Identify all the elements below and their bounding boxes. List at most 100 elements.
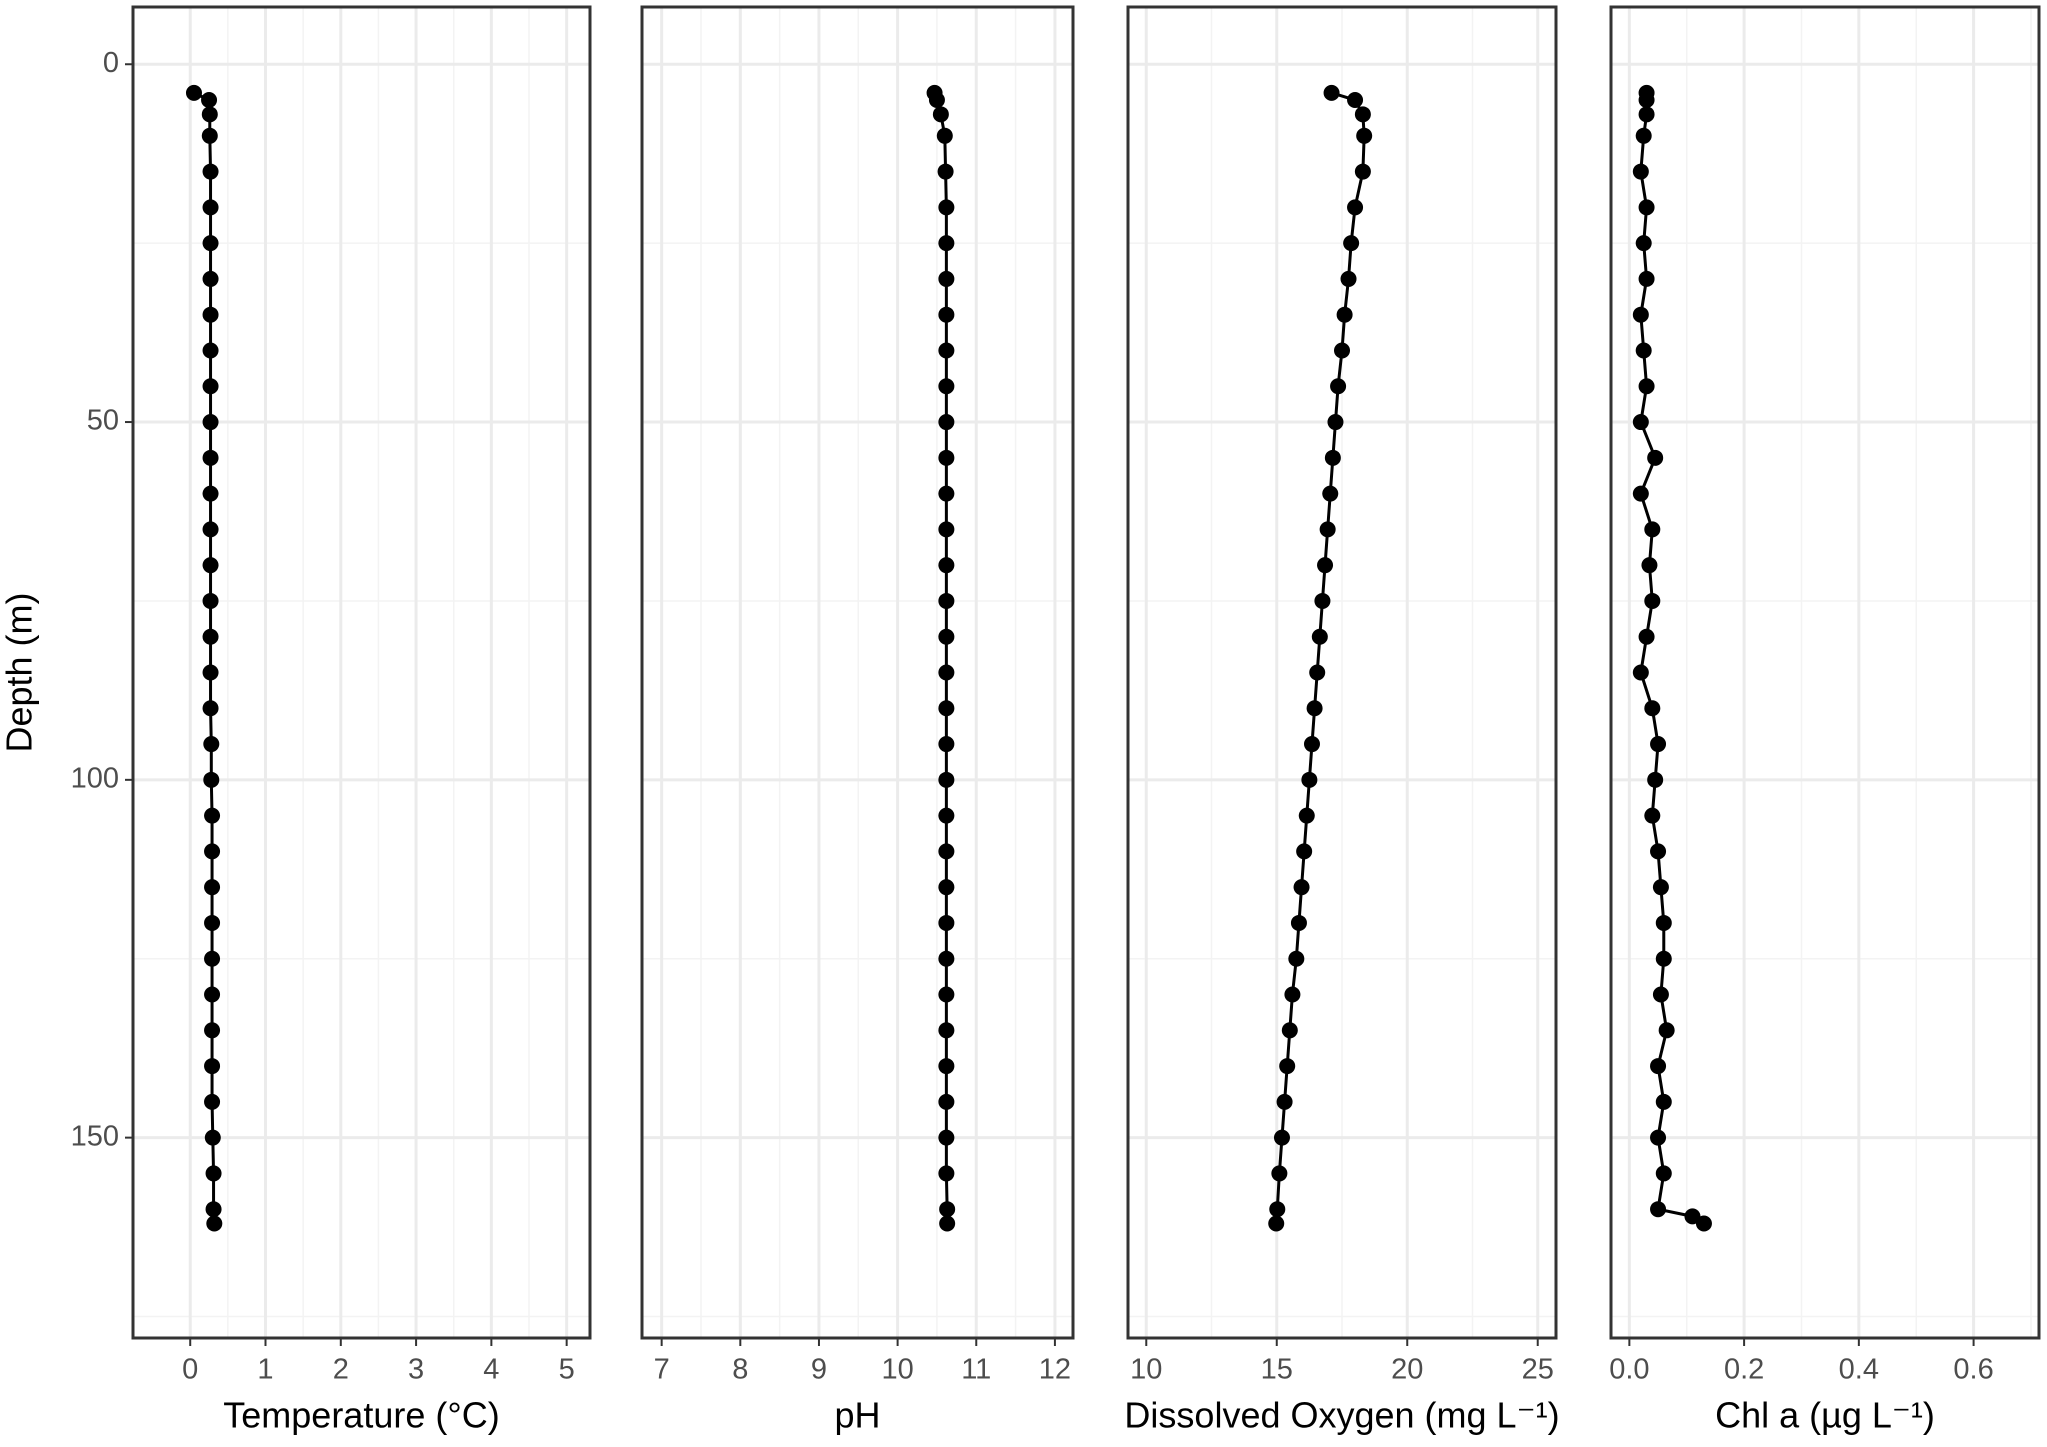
data-point [938,807,955,824]
data-point [204,1058,221,1075]
data-point [1632,306,1649,323]
data-point [1290,914,1307,931]
data-point [938,342,955,359]
data-point [1284,986,1301,1003]
data-point [1632,485,1649,502]
data-point [1658,1022,1675,1039]
data-point [938,485,955,502]
data-point [1632,163,1649,180]
data-point [938,950,955,967]
data-point [201,106,218,123]
x-tick-label: 0 [182,1354,198,1386]
data-point [202,449,219,466]
y-axis-title: Depth (m) [0,592,40,752]
x-tick-label: 4 [483,1354,499,1386]
data-point [938,771,955,788]
data-point [1347,92,1364,109]
data-point [1323,84,1340,101]
y-tick-label: 150 [71,1120,119,1152]
data-point [1324,449,1341,466]
x-axis-title: Dissolved Oxygen (mg L⁻¹) [1124,1395,1559,1436]
data-point [938,306,955,323]
data-point [938,736,955,753]
data-point [1273,1129,1290,1146]
x-tick-label: 0.4 [1839,1354,1879,1386]
x-tick-label: 15 [1261,1354,1293,1386]
data-point [202,306,219,323]
data-point [1655,1165,1672,1182]
x-tick-label: 5 [559,1354,575,1386]
x-tick-label: 3 [408,1354,424,1386]
data-point [1314,592,1331,609]
data-point [1301,771,1318,788]
data-point [1281,1022,1298,1039]
data-point [1650,1058,1667,1075]
x-axis-title: Chl a (µg L⁻¹) [1715,1395,1935,1436]
y-tick-label: 0 [103,47,119,79]
panel-border [1609,5,2041,1340]
x-tick-label: 2 [333,1354,349,1386]
data-point [1684,1208,1701,1225]
x-axis-title: Temperature (°C) [223,1395,499,1436]
data-point [1334,342,1350,359]
x-tick-label: 11 [961,1354,991,1386]
data-point [938,378,955,395]
data-point [939,1201,956,1218]
data-point [201,92,218,109]
data-point [938,592,955,609]
data-point [1632,414,1649,431]
data-point [202,199,219,216]
data-point [202,414,219,431]
data-point [938,521,955,538]
data-point [1279,1058,1296,1075]
data-point [1347,199,1364,216]
data-point [1330,378,1347,395]
data-point [1293,879,1310,896]
data-point [1655,950,1672,967]
data-point [202,700,219,717]
data-point [1269,1201,1286,1218]
x-tick-label: 8 [732,1354,748,1386]
data-point [1638,628,1655,645]
data-point [1644,521,1661,538]
data-point [1652,986,1669,1003]
data-point [938,270,955,287]
data-point [201,127,218,144]
y-tick-label: 100 [71,762,119,794]
data-point [1644,592,1661,609]
x-tick-label: 10 [1130,1354,1162,1386]
data-point [938,986,955,1003]
data-point [938,628,955,645]
data-point [1638,270,1655,287]
panel-border [1126,5,1558,1340]
data-point [202,342,219,359]
x-tick-label: 20 [1391,1354,1423,1386]
data-point [938,557,955,574]
data-point [204,1093,221,1110]
data-point [1268,1215,1285,1232]
data-point [928,92,945,109]
data-point [203,736,220,753]
data-point [1340,270,1357,287]
data-point [1635,235,1652,252]
data-point [202,378,219,395]
data-point [204,914,221,931]
data-point [1327,414,1344,431]
data-point [1647,771,1664,788]
data-point [938,414,955,431]
x-tick-label: 0.2 [1724,1354,1764,1386]
data-point [204,986,221,1003]
data-point [1655,914,1672,931]
data-point [1271,1165,1288,1182]
data-point [204,950,221,967]
data-point [939,1215,956,1232]
data-point [202,521,219,538]
x-axis-title: pH [834,1395,880,1436]
data-point [1296,843,1313,860]
x-tick-label: 9 [811,1354,827,1386]
data-point [202,163,219,180]
data-point [1276,1093,1293,1110]
data-point [1644,807,1661,824]
